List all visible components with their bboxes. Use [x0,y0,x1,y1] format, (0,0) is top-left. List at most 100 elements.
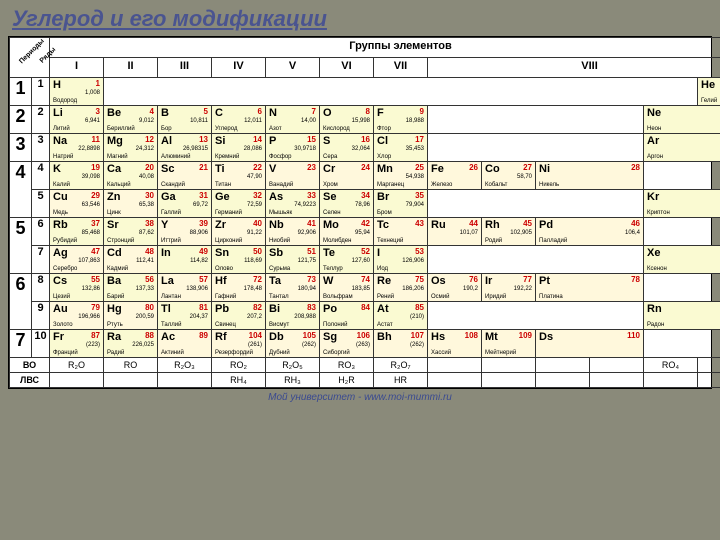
element-symbol: Ca [107,163,121,175]
formula-cell: RO₃ [320,358,374,373]
element-Y: Y3988,906Иттрий [158,218,212,246]
element-number: 33 [307,191,316,200]
element-name-ru: Резерфордий [215,350,253,356]
element-Os: Os76190,2Осмий [428,274,482,302]
element-symbol: Li [53,107,63,119]
element-W: W74183,85Вольфрам [320,274,374,302]
period-1: 1 [10,78,32,106]
element-mass: 101,07 [460,230,478,236]
formula-cell [104,373,158,388]
element-number: 108 [465,331,478,340]
element-name-ru: Теллур [323,266,343,272]
element-symbol: Mo [323,219,339,231]
element-name-ru: Кобальт [485,182,507,188]
period-5: 5 [10,218,32,274]
element-symbol: Pb [215,303,229,315]
element-Fe: Fe26Железо [428,162,482,190]
element-name-ru: Полоний [323,322,347,328]
element-symbol: B [161,107,169,119]
element-name-ru: Титан [215,182,231,188]
element-Sb: Sb51121,75Сурьма [266,246,320,274]
element-name-ru: Кальций [107,182,131,188]
period-2: 2 [10,106,32,134]
element-number: 53 [415,247,424,256]
element-Nb: Nb4192,906Ниобий [266,218,320,246]
element-mass: 22,8898 [78,146,100,152]
formula-cell [428,373,482,388]
element-mass: 132,86 [82,286,100,292]
element-mass: 58,70 [517,174,532,180]
element-number: 19 [91,163,100,172]
element-number: 47 [91,247,100,256]
element-number: 49 [199,247,208,256]
element-name-ru: Золото [53,322,73,328]
element-mass: 72,59 [247,202,262,208]
element-name-ru: Рений [377,294,394,300]
element-name-ru: Алюминий [161,154,190,160]
element-number: 12 [145,135,154,144]
element-symbol: Au [53,303,68,315]
element-Ca: Ca2040,08Кальций [104,162,158,190]
element-name-ru: Висмут [269,322,289,328]
element-symbol: C [215,107,223,119]
element-number: 25 [415,163,424,172]
element-name-ru: Рубидий [53,238,77,244]
element-number: 110 [627,331,640,340]
element-Tc: Tc43Технеций [374,218,428,246]
element-name-ru: Осмий [431,294,450,300]
element-Sg: Sg106(263)Сиборгий [320,330,374,358]
formula-cell: RO [104,358,158,373]
corner-cell: ПериодыРяды [10,38,50,78]
element-name-ru: Хром [323,182,338,188]
element-name-ru: Астат [377,322,393,328]
formula-cell: R₂O [50,358,104,373]
element-number: 106 [357,331,370,340]
row-6: 6 [32,218,50,246]
element-He: He24,003Гелий [698,78,720,106]
element-mass: 200,59 [136,314,154,320]
formula-cell [536,358,590,373]
group-header-VII: VII [374,58,428,78]
element-Rn: Rn86(222)Радон [644,302,720,330]
period-4: 4 [10,162,32,218]
element-Cr: Cr24Хром [320,162,374,190]
element-Fr: Fr87(223)Франций [50,330,104,358]
element-name-ru: Барий [107,294,124,300]
element-Bi: Bi83208,988Висмут [266,302,320,330]
element-symbol: Sb [269,247,283,259]
element-number: 1 [96,79,100,88]
element-Sr: Sr3887,62Стронций [104,218,158,246]
element-mass: 183,85 [352,286,370,292]
element-B: B510,811Бор [158,106,212,134]
element-Au: Au79196,966Золото [50,302,104,330]
formula-cell: R₂O₇ [374,358,428,373]
row-1: 1 [32,78,50,106]
element-name-ru: Натрий [53,154,73,160]
element-mass: 24,312 [136,146,154,152]
element-Sn: Sn50118,69Олово [212,246,266,274]
element-number: 73 [307,275,316,284]
element-symbol: Ne [647,107,661,119]
element-number: 82 [253,303,262,312]
element-number: 39 [199,219,208,228]
element-symbol: Be [107,107,121,119]
element-Hf: Hf72178,48Гафний [212,274,266,302]
element-mass: 192,22 [514,286,532,292]
element-symbol: In [161,247,171,259]
element-symbol: V [269,163,276,175]
element-Rf: Rf104(261)Резерфордий [212,330,266,358]
element-symbol: Ge [215,191,230,203]
element-name-ru: Хассий [431,350,451,356]
element-number: 35 [415,191,424,200]
element-Cl: Cl1735,453Хлор [374,134,428,162]
element-symbol: W [323,275,333,287]
row-9: 9 [32,302,50,330]
element-number: 55 [91,275,100,284]
row-7: 7 [32,246,50,274]
element-symbol: Mg [107,135,123,147]
element-number: 15 [307,135,316,144]
element-Mn: Mn2554,938Марганец [374,162,428,190]
element-name-ru: Сурьма [269,266,290,272]
groups-title: Группы элементов [50,38,720,58]
element-name-ru: Медь [53,210,68,216]
